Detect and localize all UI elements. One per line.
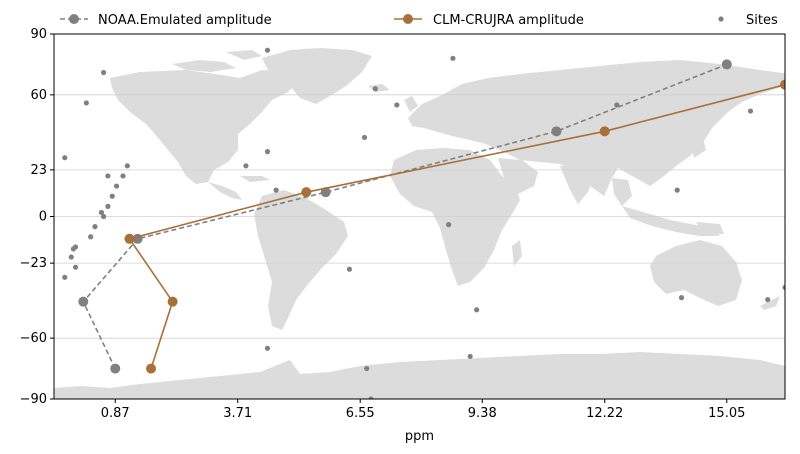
site-point — [394, 102, 400, 108]
site-point — [105, 203, 111, 209]
y-tick-label: 60 — [30, 88, 47, 103]
site-point — [273, 187, 279, 193]
x-tick-label: 15.05 — [708, 406, 745, 421]
site-point — [346, 266, 353, 272]
y-tick-label: −60 — [20, 331, 47, 346]
plot-area — [54, 34, 785, 399]
legend: NOAA.Emulated amplitude CLM-CRUJRA amplit… — [60, 13, 778, 28]
site-point — [368, 396, 374, 399]
legend-label-sites: Sites — [746, 13, 778, 28]
clm-point — [124, 233, 135, 244]
noaa-series-line — [82, 63, 728, 369]
noaa-point — [320, 187, 331, 198]
x-axis-label: ppm — [405, 429, 434, 444]
site-point — [120, 173, 126, 179]
x-tick-label: 3.71 — [223, 406, 252, 421]
site-point — [105, 173, 111, 179]
site-point — [88, 234, 94, 240]
y-tick-label: 90 — [30, 27, 47, 42]
x-tick-label: 6.55 — [346, 406, 375, 421]
site-point — [72, 264, 79, 270]
clm-point — [146, 363, 157, 374]
world-map-background — [54, 48, 785, 399]
site-point — [450, 55, 456, 61]
y-tick-label: 23 — [30, 163, 47, 178]
site-point — [678, 295, 685, 301]
clm-point — [780, 79, 785, 90]
legend-marker-sites — [718, 16, 724, 22]
legend-label-clm: CLM-CRUJRA amplitude — [433, 13, 584, 28]
sites-layer — [62, 47, 785, 399]
site-point — [782, 284, 785, 291]
noaa-point — [110, 363, 121, 374]
site-point — [243, 163, 249, 169]
site-point — [113, 183, 120, 189]
x-tick-label: 9.38 — [468, 406, 497, 421]
site-point — [361, 134, 368, 141]
site-point — [62, 274, 68, 280]
clm-point — [599, 126, 610, 137]
site-point — [474, 307, 480, 313]
y-tick-label: −23 — [20, 256, 47, 271]
site-point — [264, 345, 271, 351]
site-point — [124, 163, 130, 169]
legend-marker-clm — [403, 14, 413, 24]
clm-point — [167, 296, 178, 307]
x-tick-label: 0.87 — [101, 406, 130, 421]
y-tick-label: −90 — [20, 392, 47, 407]
site-point — [446, 222, 452, 228]
noaa-point — [78, 296, 89, 307]
site-point — [100, 213, 107, 220]
gridlines — [54, 34, 785, 399]
site-point — [467, 353, 473, 360]
noaa-point — [551, 126, 562, 137]
site-point — [98, 209, 105, 216]
site-point — [747, 108, 754, 114]
site-point — [70, 246, 77, 252]
noaa-point — [721, 59, 732, 70]
legend-label-noaa: NOAA.Emulated amplitude — [98, 13, 272, 28]
site-point — [364, 365, 370, 372]
site-point — [62, 155, 68, 161]
site-point — [674, 187, 680, 193]
series-layer — [78, 59, 785, 374]
site-point — [264, 47, 271, 53]
site-point — [83, 100, 89, 106]
clm-point — [301, 187, 312, 198]
site-point — [100, 69, 107, 76]
x-axis: 0.87 3.71 6.55 9.38 12.22 15.05 — [101, 399, 745, 421]
legend-marker-noaa — [69, 14, 79, 24]
x-tick-label: 12.22 — [586, 406, 623, 421]
site-point — [68, 254, 74, 260]
y-tick-label: 0 — [39, 210, 47, 225]
site-point — [264, 149, 271, 155]
site-point — [109, 193, 115, 199]
site-point — [765, 297, 771, 303]
site-point — [92, 224, 98, 230]
y-axis: 90 60 23 0 −23 −60 −90 — [20, 27, 54, 407]
clm-series-line — [128, 83, 785, 369]
site-point — [372, 86, 378, 92]
